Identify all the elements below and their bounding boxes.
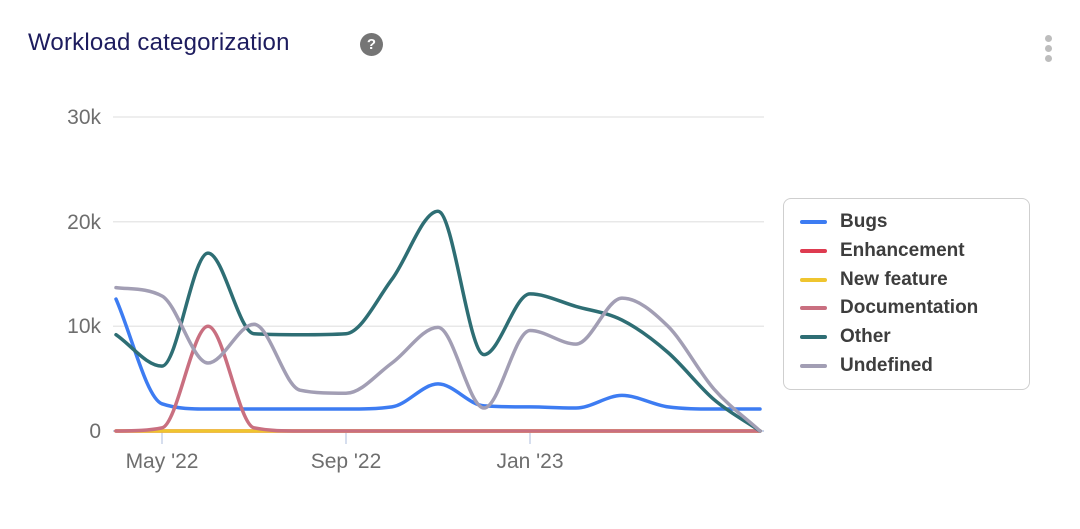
help-icon[interactable]: ? (360, 33, 383, 56)
y-axis-label: 10k (67, 315, 101, 338)
legend-swatch-icon (800, 306, 827, 311)
x-axis-labels: May '22 Sep '22 Jan '23 (126, 450, 564, 473)
y-axis-label: 0 (89, 420, 101, 443)
x-axis-label: May '22 (126, 450, 199, 473)
legend-item-label: Documentation (840, 297, 979, 319)
page-title: Workload categorization (28, 29, 290, 56)
chart-series (114, 209, 762, 433)
legend-item-label: Undefined (840, 354, 933, 376)
legend-item[interactable]: Bugs (800, 208, 1013, 237)
legend-swatch-icon (800, 363, 827, 368)
legend-swatch-icon (800, 277, 827, 282)
legend-item-label: New feature (840, 268, 948, 290)
legend-swatch-icon (800, 335, 827, 340)
kebab-dot (1044, 44, 1052, 52)
legend-item[interactable]: Documentation (800, 294, 1013, 323)
legend-item[interactable]: New feature (800, 265, 1013, 294)
kebab-dot (1044, 54, 1052, 62)
legend-item[interactable]: Other (800, 323, 1013, 352)
legend-item[interactable]: Enhancement (800, 237, 1013, 266)
question-mark-glyph: ? (366, 36, 377, 53)
legend-item-label: Enhancement (840, 240, 965, 261)
legend-item[interactable]: Undefined (800, 351, 1013, 380)
series-line-other[interactable] (114, 209, 762, 433)
legend-swatch-icon (800, 249, 827, 253)
x-axis-label: Jan '23 (496, 450, 563, 473)
series-line-undefined[interactable] (114, 285, 762, 433)
series-line-bugs[interactable] (114, 297, 762, 411)
kebab-menu-icon[interactable] (1038, 30, 1058, 66)
y-axis-label: 30k (67, 106, 101, 129)
x-axis-label: Sep '22 (311, 450, 382, 473)
legend-item-label: Other (840, 326, 891, 348)
y-axis-label: 20k (67, 211, 101, 234)
y-axis-labels: 0 10k 20k 30k (67, 106, 101, 443)
legend-swatch-icon (800, 220, 827, 225)
series-line-documentation[interactable] (114, 324, 762, 433)
x-axis (113, 430, 764, 444)
gridlines (113, 116, 764, 328)
legend-item-label: Bugs (840, 211, 888, 233)
kebab-dot (1044, 34, 1052, 42)
legend: Bugs Enhancement New feature Documentati… (783, 198, 1030, 390)
